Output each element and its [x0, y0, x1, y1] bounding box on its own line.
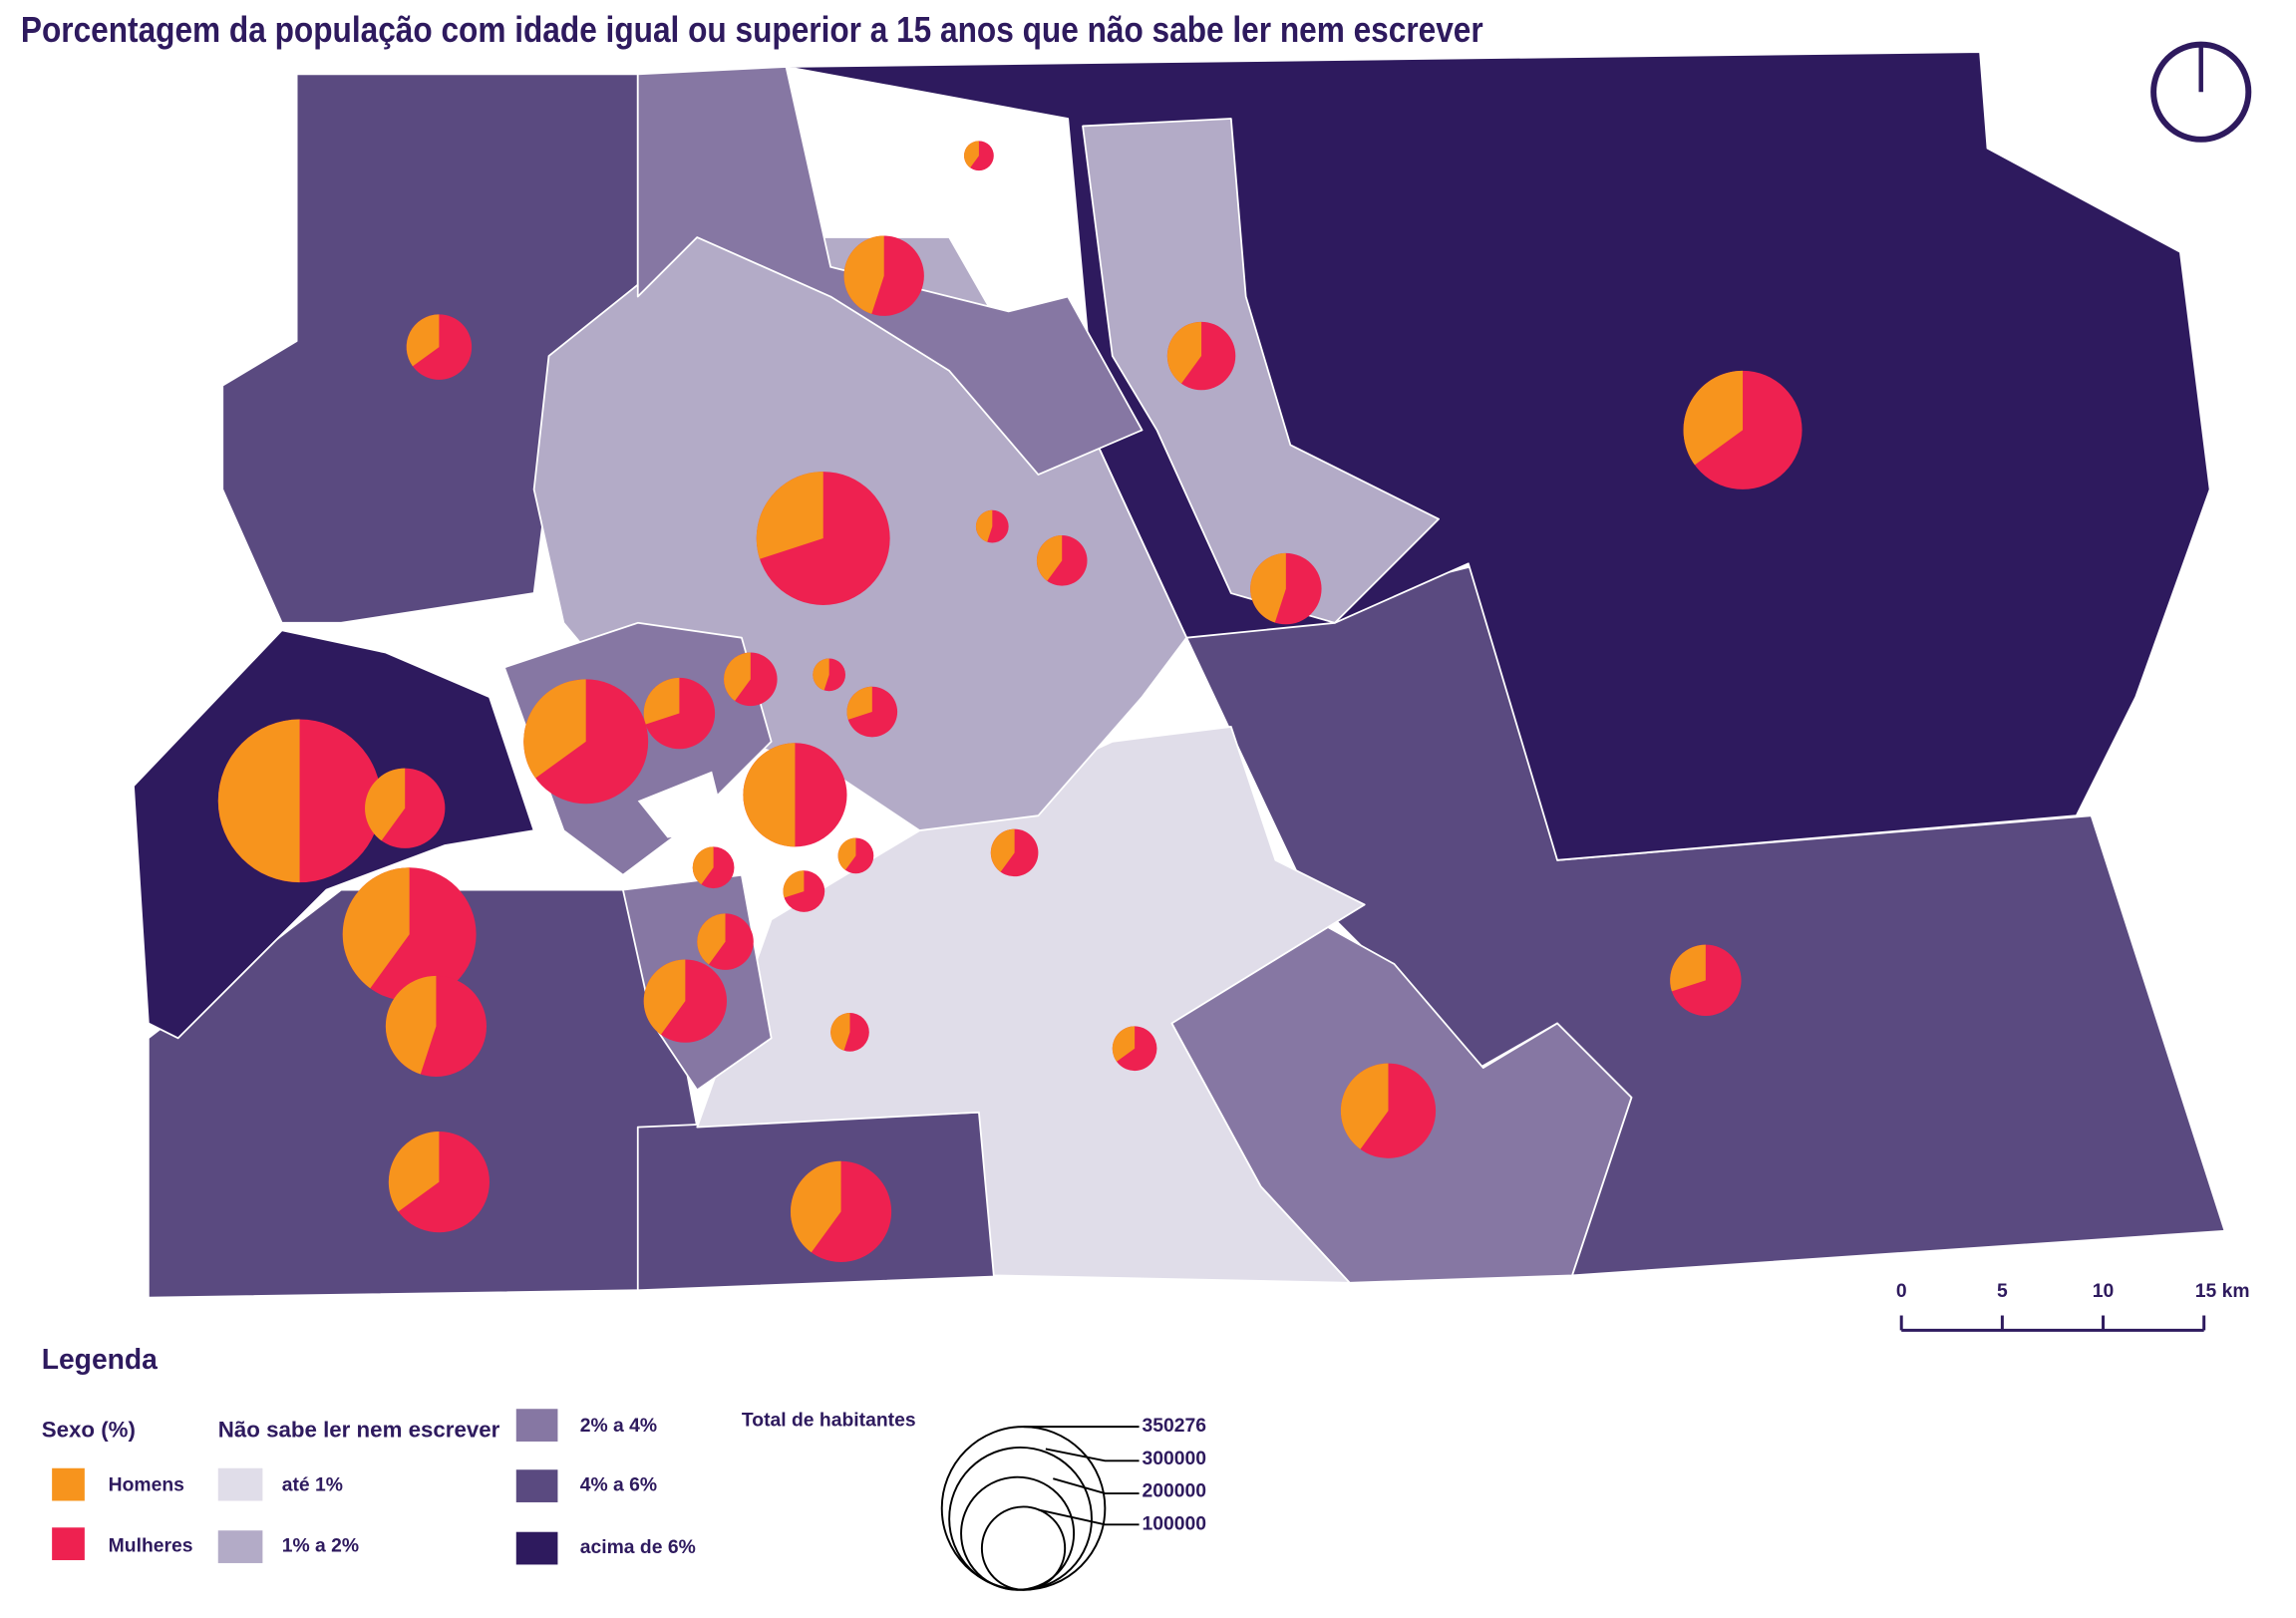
legend-title: Legenda [42, 1343, 158, 1375]
pie-slice [1036, 535, 1063, 581]
legend-swatch [52, 1467, 85, 1501]
legend-label: 2% a 4% [580, 1416, 657, 1437]
legend-label: até 1% [282, 1475, 343, 1496]
legend-literacy-title: Não sabe ler nem escrever [218, 1417, 500, 1442]
scale-label: 0 [1896, 1281, 1907, 1302]
pie-slice [724, 652, 751, 701]
pie-slice [643, 959, 686, 1035]
pie-slice [365, 768, 406, 841]
leader-line [1053, 1477, 1140, 1495]
leader-line [1045, 1448, 1140, 1462]
legend-swatch [515, 1531, 558, 1565]
pie-slice [830, 1013, 850, 1051]
pie-slice [388, 1132, 440, 1212]
region [1082, 118, 1440, 624]
legend-label: Mulheres [109, 1536, 193, 1557]
scale-bar: 0 5 10 15 km [1896, 1281, 2250, 1332]
legend-swatch [515, 1469, 558, 1502]
regions [133, 51, 2226, 1299]
leader-line [1038, 1508, 1140, 1526]
pie-slice [843, 235, 884, 314]
pie-slice [846, 686, 872, 720]
legend-label: 1% a 2% [282, 1536, 359, 1557]
north-arrow [2150, 41, 2252, 143]
pie-slice [342, 867, 410, 989]
scale-label: 10 [2093, 1281, 2115, 1302]
pie-slice [1112, 1026, 1136, 1062]
pie-slice [523, 679, 586, 779]
pie-slice [1340, 1063, 1389, 1149]
pie-slice [756, 472, 823, 559]
legend-swatch [217, 1530, 263, 1563]
size-label: 100000 [1143, 1513, 1207, 1534]
legend-swatch [217, 1467, 263, 1501]
legend-swatch [52, 1527, 85, 1560]
pies [217, 141, 1803, 1262]
size-circle [948, 1446, 1093, 1591]
pie-slice [697, 913, 726, 965]
scale-label: 5 [1997, 1281, 2008, 1302]
scale-label: 15 km [2195, 1281, 2250, 1302]
legend-label: 4% a 6% [580, 1475, 657, 1496]
legend-population-title: Total de habitantes [742, 1410, 916, 1431]
legend: Legenda Sexo (%) Homens Mulheres Não sab… [42, 1343, 1207, 1591]
size-legend [940, 1426, 1140, 1591]
pie-slice [643, 677, 680, 725]
size-label: 350276 [1143, 1416, 1207, 1437]
pie-slice [743, 743, 796, 847]
legend-sex-title: Sexo (%) [42, 1417, 136, 1442]
pie-slice [1670, 944, 1706, 992]
pie-slice [790, 1160, 841, 1253]
pie-slice [406, 314, 440, 367]
pie-slice [385, 975, 437, 1075]
pie-slice [692, 846, 714, 885]
pie-slice [813, 658, 829, 691]
legend-swatch [515, 1409, 558, 1442]
legend-label: Homens [109, 1475, 184, 1496]
legend-label: acima de 6% [580, 1537, 696, 1558]
pie-slice [217, 719, 300, 883]
size-circle [980, 1505, 1067, 1591]
pie-slice [837, 837, 856, 870]
pie-slice [990, 828, 1015, 872]
region [636, 66, 1144, 476]
pie-slice [975, 509, 993, 542]
pie-slice [783, 870, 805, 898]
pie-slice [1250, 552, 1286, 623]
size-label: 300000 [1143, 1449, 1207, 1469]
pie-slice [964, 141, 979, 168]
size-label: 200000 [1143, 1481, 1207, 1502]
title: Porcentagem da população com idade igual… [21, 10, 1483, 50]
pie-slice [1166, 321, 1202, 384]
pie-slice [1683, 370, 1744, 466]
region [637, 771, 728, 838]
